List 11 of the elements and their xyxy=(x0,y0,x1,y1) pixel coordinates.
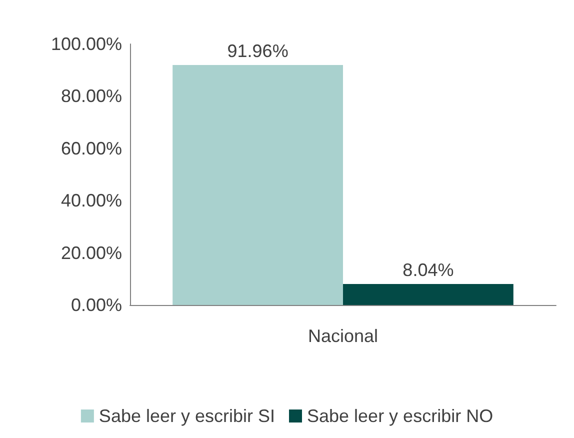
x-tick-label: Nacional xyxy=(308,326,378,346)
y-tick-label: 60.00% xyxy=(60,138,122,158)
y-tick-label: 0.00% xyxy=(70,295,122,315)
y-tick-label: 20.00% xyxy=(60,242,122,263)
y-tick-label: 80.00% xyxy=(60,86,122,106)
data-label: 8.04% xyxy=(402,260,454,280)
legend-label: Sabe leer y escribir SI xyxy=(98,406,276,426)
data-label: 91.96% xyxy=(227,40,288,61)
y-tick-label: 40.00% xyxy=(60,190,122,211)
y-tick-label: 100.00% xyxy=(50,34,122,54)
legend-label: Sabe leer y escribir NO xyxy=(307,406,494,426)
